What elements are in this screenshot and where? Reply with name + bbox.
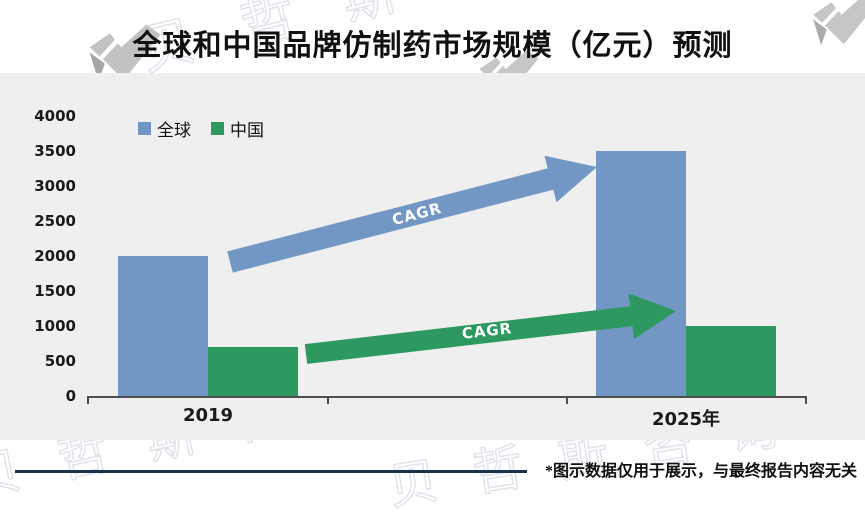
x-tick-label: 2019 — [182, 405, 234, 426]
x-axis-line — [88, 396, 806, 398]
cagr-arrow-global — [227, 155, 597, 273]
y-tick-label: 1500 — [34, 282, 76, 300]
x-tick-label: 2025年 — [651, 409, 721, 430]
y-tick-label: 3500 — [34, 142, 76, 160]
footer-divider — [15, 470, 527, 473]
y-tick-label: 3000 — [34, 177, 76, 195]
y-tick-label: 2500 — [34, 212, 76, 230]
legend-swatch — [211, 122, 224, 135]
y-tick-label: 0 — [65, 387, 76, 405]
legend-label: 中国 — [230, 121, 264, 140]
legend-label: 全球 — [157, 121, 191, 140]
y-tick-label: 500 — [44, 352, 76, 370]
x-axis-tick — [566, 396, 568, 404]
cagr-label-global: CAGR — [390, 199, 443, 229]
bar-全球-2019 — [118, 256, 208, 396]
y-tick-label: 4000 — [34, 107, 76, 125]
chart-area: 0 500 1000 1500 2000 2500 3000 3500 4000 2019 202… — [34, 107, 807, 430]
bar-中国-2019 — [208, 347, 298, 396]
footer-note: *图示数据仅用于展示，与最终报告内容无关 — [544, 463, 857, 480]
legend: 全球 中国 — [138, 116, 264, 141]
legend-swatch — [138, 122, 151, 135]
y-tick-label: 2000 — [34, 247, 76, 265]
title-band: 全球和中国品牌仿制药市场规模（亿元）预测 — [0, 0, 865, 73]
x-axis-tick — [87, 396, 89, 404]
x-axis-tick — [805, 396, 807, 404]
bar-全球-2025年 — [596, 151, 686, 396]
page-title: 全球和中国品牌仿制药市场规模（亿元）预测 — [132, 30, 733, 62]
y-tick-label: 1000 — [34, 317, 76, 335]
footer: *图示数据仅用于展示，与最终报告内容无关 — [0, 440, 865, 487]
legend-item-全球: 全球 — [138, 116, 191, 141]
x-axis-tick — [327, 396, 329, 404]
bar-中国-2025年 — [686, 326, 776, 396]
watermark-logo-icon — [813, 0, 865, 46]
cagr-label-china: CAGR — [461, 319, 513, 343]
legend-item-中国: 中国 — [211, 116, 264, 141]
